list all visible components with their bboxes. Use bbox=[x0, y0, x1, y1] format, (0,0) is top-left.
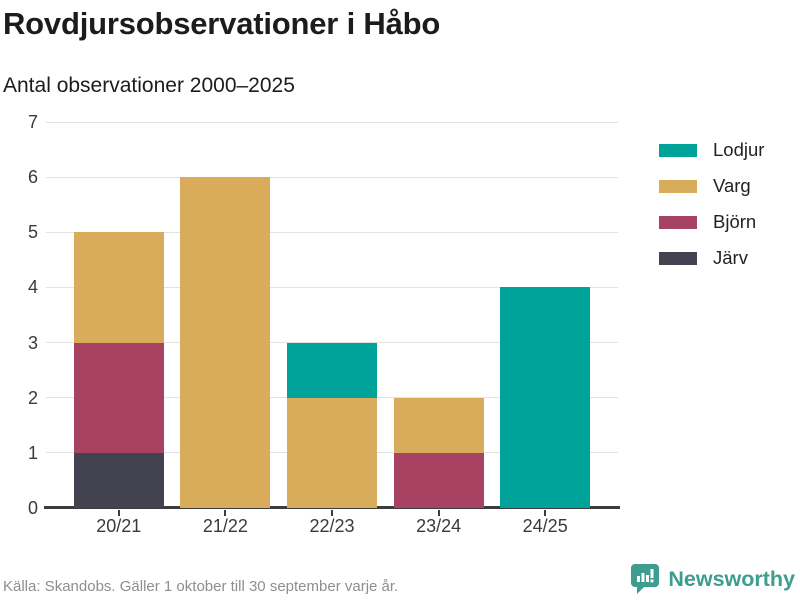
x-tick-label: 24/25 bbox=[522, 516, 568, 536]
y-tick-label: 3 bbox=[27, 332, 38, 353]
legend-swatch-varg bbox=[659, 179, 697, 193]
bar-segment-lodjur-22-23[interactable] bbox=[287, 342, 377, 398]
y-tick-label: 7 bbox=[27, 112, 38, 132]
x-tick-label: 21/22 bbox=[202, 516, 248, 536]
x-tick-label: 22/23 bbox=[309, 516, 355, 536]
y-tick-label: 6 bbox=[27, 167, 38, 188]
y-tick-label: 0 bbox=[27, 498, 38, 518]
gridline bbox=[46, 121, 618, 123]
x-axis-tick bbox=[224, 510, 227, 516]
legend-label: Björn bbox=[713, 211, 757, 232]
bar-segment-björn-23-24[interactable] bbox=[393, 452, 484, 508]
x-tick-label: 23/24 bbox=[416, 516, 462, 536]
bar-segment-björn-20-21[interactable] bbox=[73, 342, 164, 453]
newsworthy-icon bbox=[630, 563, 660, 595]
bar-segment-varg-23-24[interactable] bbox=[393, 397, 484, 453]
legend-label: Järv bbox=[713, 247, 748, 268]
legend-label: Lodjur bbox=[713, 139, 765, 160]
x-axis-tick bbox=[544, 510, 547, 516]
gridline bbox=[46, 342, 618, 344]
source-note: Källa: Skandobs. Gäller 1 oktober till 3… bbox=[3, 578, 399, 595]
chart-plot-area bbox=[44, 121, 620, 516]
legend-item-järv[interactable]: Järv bbox=[659, 247, 764, 269]
chart-legend: Lodjur Varg Björn Järv bbox=[659, 139, 764, 283]
legend-item-björn[interactable]: Björn bbox=[659, 211, 764, 233]
legend-item-varg[interactable]: Varg bbox=[659, 175, 764, 197]
bar-segment-varg-20-21[interactable] bbox=[73, 232, 164, 343]
bar-segment-lodjur-24-25[interactable] bbox=[500, 287, 591, 508]
y-tick-label: 5 bbox=[27, 222, 38, 243]
brand-name: Newsworthy bbox=[668, 566, 795, 591]
legend-swatch-björn bbox=[659, 215, 697, 229]
chart-subtitle: Antal observationer 2000–2025 bbox=[3, 74, 295, 97]
y-tick-label: 2 bbox=[27, 387, 38, 408]
gridline bbox=[46, 286, 618, 288]
y-tick-label: 1 bbox=[27, 442, 38, 463]
bar-segment-järv-20-21[interactable] bbox=[73, 452, 164, 508]
y-tick-label: 4 bbox=[27, 277, 38, 298]
gridline bbox=[46, 231, 618, 233]
x-axis-tick bbox=[331, 510, 333, 516]
legend-swatch-lodjur bbox=[659, 143, 697, 157]
bar-segment-varg-21-22[interactable] bbox=[180, 177, 271, 508]
legend-item-lodjur[interactable]: Lodjur bbox=[659, 139, 764, 161]
brand-logo: Newsworthy bbox=[630, 563, 795, 595]
x-tick-label: 20/21 bbox=[96, 516, 142, 536]
page-title: Rovdjursobservationer i Håbo bbox=[3, 6, 441, 41]
legend-swatch-järv bbox=[659, 251, 697, 265]
bar-segment-varg-22-23[interactable] bbox=[287, 397, 377, 508]
x-axis-tick bbox=[117, 510, 120, 516]
x-axis-tick bbox=[437, 510, 440, 516]
gridline bbox=[46, 176, 618, 178]
legend-label: Varg bbox=[713, 175, 751, 196]
